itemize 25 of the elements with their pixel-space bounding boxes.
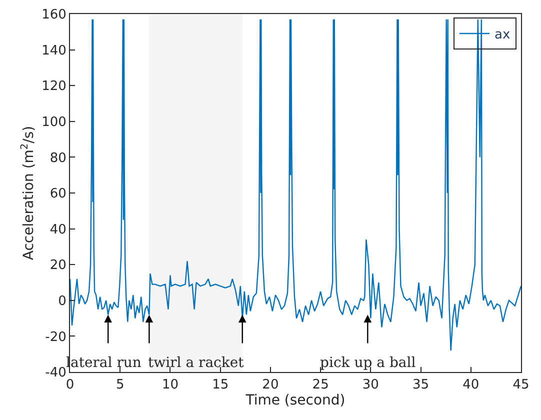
x-tick-label: 10 [162, 378, 178, 393]
x-tick-label: 15 [212, 378, 229, 393]
y-tick-label: 0 [58, 294, 66, 309]
x-tick-label: 35 [412, 378, 430, 393]
y-tick-label: 60 [50, 186, 66, 202]
legend-label: ax [494, 28, 510, 43]
band-label: twirl a racket [148, 355, 244, 371]
y-tick-label: -40 [45, 366, 66, 381]
annotation: pick up a ball [320, 355, 416, 371]
x-axis-title: Time (second) [244, 392, 346, 409]
x-tick-label: 5 [116, 378, 124, 393]
y-tick-label: 40 [50, 222, 66, 238]
y-tick-label: 160 [42, 8, 66, 23]
x-tick-label: 45 [512, 378, 530, 393]
y-tick-label: 80 [50, 150, 66, 166]
y-tick-label: 100 [42, 114, 66, 130]
x-tick-label: 40 [462, 378, 480, 393]
x-tick-label: 20 [262, 378, 279, 393]
line-series [70, 18, 521, 352]
x-tick-label: 25 [312, 378, 329, 393]
y-tick-label: 20 [50, 258, 66, 274]
y-tick-label: -20 [45, 330, 66, 345]
x-tick-label: 30 [362, 378, 379, 393]
y-tick-label: 120 [42, 79, 66, 94]
y-tick-label: 140 [42, 43, 66, 58]
